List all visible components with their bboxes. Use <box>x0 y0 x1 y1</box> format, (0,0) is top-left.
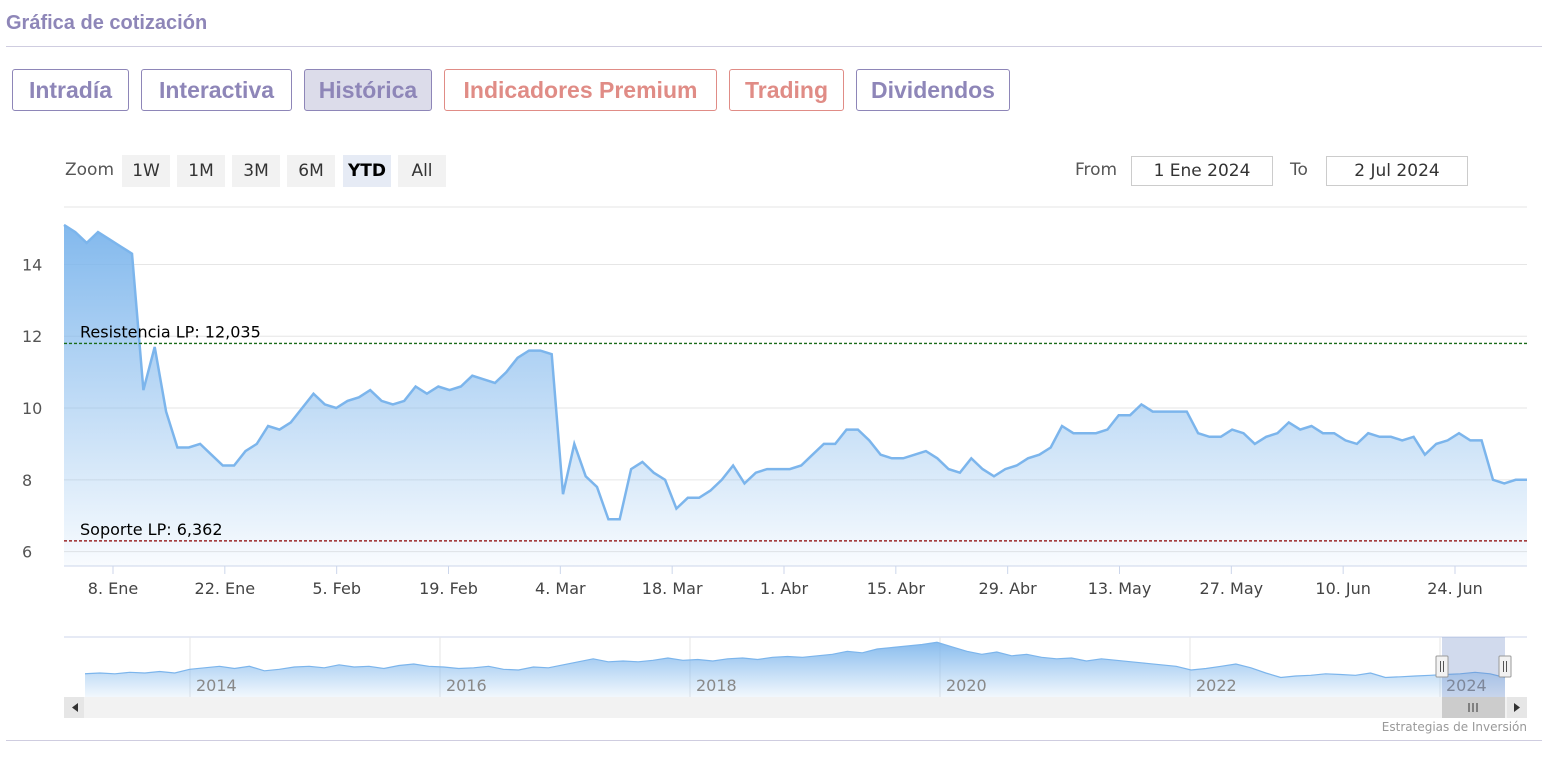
range-to-label: To <box>1290 160 1308 180</box>
zoom-button-ytd[interactable]: YTD <box>343 155 391 187</box>
navigator-year-label: 2022 <box>1196 676 1237 695</box>
tab-intrad-a[interactable]: Intradía <box>12 69 129 111</box>
page-title: Gráfica de cotización <box>6 12 208 34</box>
x-tick-label: 13. May <box>1088 579 1152 598</box>
x-tick-label: 29. Abr <box>979 579 1038 598</box>
zoom-button-3m[interactable]: 3M <box>232 155 280 187</box>
tab-hist-rica[interactable]: Histórica <box>304 69 432 111</box>
zoom-label: Zoom <box>65 160 115 180</box>
title-divider <box>6 46 1542 47</box>
navigator-year-label: 2014 <box>196 676 237 695</box>
chevron-right-icon <box>1514 703 1520 712</box>
y-tick-label: 14 <box>22 255 42 274</box>
bottom-divider <box>6 740 1542 741</box>
range-from-input[interactable]: 1 Ene 2024 <box>1131 156 1273 186</box>
zoom-button-1w[interactable]: 1W <box>122 155 170 187</box>
navigator-handle-right[interactable] <box>1498 655 1512 678</box>
tab-indicadores-premium[interactable]: Indicadores Premium <box>444 69 717 111</box>
navigator-line <box>84 641 1506 679</box>
resistance-label: Resistencia LP: 12,035 <box>80 322 261 341</box>
zoom-button-all[interactable]: All <box>398 155 446 187</box>
navigator-area <box>85 642 1505 697</box>
x-tick-label: 5. Feb <box>312 579 361 598</box>
x-tick-label: 10. Jun <box>1315 579 1371 598</box>
x-tick-label: 4. Mar <box>535 579 586 598</box>
y-tick-label: 6 <box>22 543 32 562</box>
navigator-selection[interactable] <box>1442 637 1505 697</box>
y-tick-label: 12 <box>22 327 42 346</box>
x-tick-label: 27. May <box>1200 579 1264 598</box>
navigator-year-label: 2018 <box>696 676 737 695</box>
range-from-label: From <box>1075 160 1118 180</box>
x-tick-label: 8. Ene <box>88 579 138 598</box>
scrollbar-track[interactable] <box>64 697 1527 718</box>
x-tick-label: 1. Abr <box>760 579 808 598</box>
price-area <box>64 224 1527 566</box>
tab-dividendos[interactable]: Dividendos <box>856 69 1010 111</box>
range-to-input[interactable]: 2 Jul 2024 <box>1326 156 1468 186</box>
y-tick-label: 8 <box>22 471 32 490</box>
x-tick-label: 22. Ene <box>195 579 256 598</box>
navigator-year-label: 2016 <box>446 676 487 695</box>
x-tick-label: 24. Jun <box>1427 579 1483 598</box>
navigator-year-label: 2020 <box>946 676 987 695</box>
zoom-button-1m[interactable]: 1M <box>177 155 225 187</box>
y-tick-label: 10 <box>22 399 42 418</box>
x-tick-label: 18. Mar <box>642 579 703 598</box>
tab-trading[interactable]: Trading <box>729 69 844 111</box>
navigator-year-label: 2024 <box>1446 676 1487 695</box>
support-label: Soporte LP: 6,362 <box>80 520 223 539</box>
chart-credit[interactable]: Estrategias de Inversión <box>1381 720 1527 734</box>
zoom-button-6m[interactable]: 6M <box>287 155 335 187</box>
navigator-handle-left[interactable] <box>1435 655 1449 678</box>
x-tick-label: 19. Feb <box>419 579 478 598</box>
x-tick-label: 15. Abr <box>867 579 926 598</box>
price-line <box>63 223 1527 521</box>
chevron-left-icon <box>72 703 78 712</box>
tab-interactiva[interactable]: Interactiva <box>141 69 292 111</box>
